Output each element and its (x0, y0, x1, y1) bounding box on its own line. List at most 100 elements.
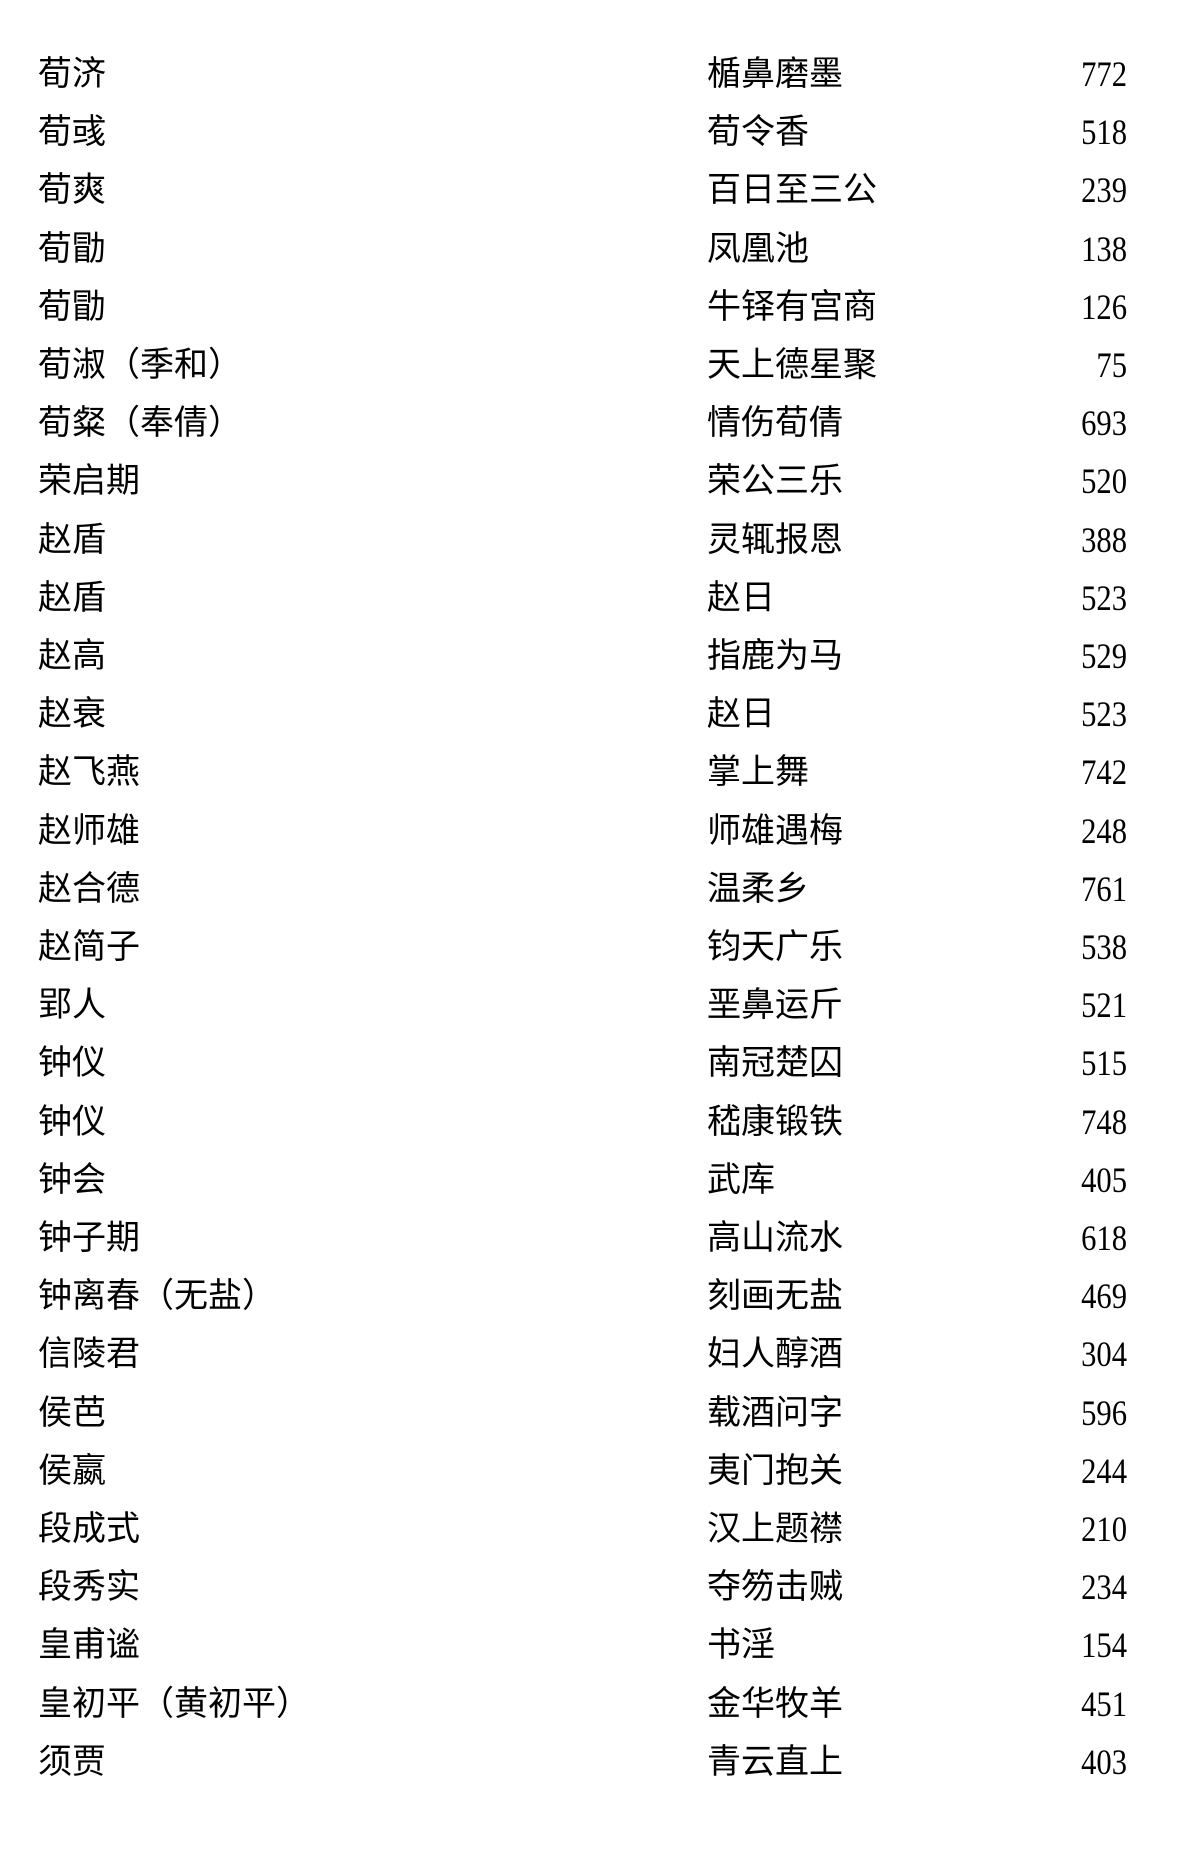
allusion-term: 南冠楚囚 (707, 1043, 843, 1084)
table-row: 荀勖 凤凰池 138 (0, 220, 1195, 278)
page-number: 244 (1081, 1450, 1127, 1491)
allusion-term: 灵辄报恩 (707, 519, 843, 560)
table-row: 荀淑（季和） 天上德星聚 75 (0, 336, 1195, 394)
page-number: 742 (1081, 752, 1127, 793)
page-number: 518 (1081, 112, 1127, 153)
page-number: 451 (1081, 1683, 1127, 1724)
page-number: 748 (1081, 1101, 1127, 1142)
allusion-term: 赵日 (707, 577, 775, 618)
page-number: 75 (1096, 345, 1127, 385)
page-number: 388 (1081, 519, 1127, 560)
page-number: 210 (1081, 1509, 1127, 1549)
table-row: 荀爽 百日至三公 239 (0, 161, 1195, 219)
table-row: 钟仪 嵇康锻铁 748 (0, 1093, 1195, 1151)
allusion-term: 武库 (707, 1159, 775, 1200)
person-name: 侯芭 (38, 1392, 106, 1433)
page-number: 772 (1081, 54, 1127, 94)
allusion-term: 凤凰池 (707, 228, 809, 269)
page-number: 154 (1081, 1625, 1127, 1666)
allusion-term: 金华牧羊 (707, 1683, 843, 1724)
table-row: 郢人 垩鼻运斤 521 (0, 976, 1195, 1034)
allusion-term: 荀令香 (707, 112, 809, 153)
allusion-term: 高山流水 (707, 1218, 843, 1258)
allusion-term: 刻画无盐 (707, 1276, 843, 1317)
table-row: 赵高 指鹿为马 529 (0, 627, 1195, 685)
page-number: 234 (1081, 1567, 1127, 1608)
allusion-term: 垩鼻运斤 (707, 985, 843, 1026)
page-number: 529 (1081, 636, 1127, 676)
person-name: 须贾 (38, 1741, 106, 1782)
allusion-term: 嵇康锻铁 (707, 1101, 843, 1142)
person-name: 钟子期 (38, 1218, 140, 1258)
page-number: 304 (1081, 1334, 1127, 1375)
table-row: 荀济 楯鼻磨墨 772 (0, 45, 1195, 103)
allusion-term: 指鹿为马 (707, 636, 843, 676)
table-row: 皇初平（黄初平） 金华牧羊 451 (0, 1675, 1195, 1733)
page-number: 693 (1081, 403, 1127, 444)
allusion-term: 情伤荀倩 (707, 403, 843, 444)
table-row: 赵衰 赵日 523 (0, 685, 1195, 743)
table-row: 荀彧 荀令香 518 (0, 103, 1195, 161)
page-number: 248 (1081, 810, 1127, 851)
page-number: 761 (1081, 868, 1127, 909)
person-name: 赵高 (38, 636, 106, 676)
person-name: 赵飞燕 (38, 752, 140, 793)
person-name: 荀淑（季和） (38, 345, 242, 385)
page-number: 521 (1081, 985, 1127, 1026)
page-number: 523 (1081, 577, 1127, 618)
person-name: 皇初平（黄初平） (38, 1683, 310, 1724)
person-name: 赵合德 (38, 868, 140, 909)
table-row: 赵盾 灵辄报恩 388 (0, 511, 1195, 569)
allusion-term: 掌上舞 (707, 752, 809, 793)
page-number: 523 (1081, 694, 1127, 735)
allusion-term: 荣公三乐 (707, 461, 843, 502)
person-name: 信陵君 (38, 1334, 140, 1375)
person-name: 荀彧 (38, 112, 106, 153)
table-row: 段成式 汉上题襟 210 (0, 1500, 1195, 1558)
person-name: 段秀实 (38, 1567, 140, 1608)
allusion-term: 钧天广乐 (707, 927, 843, 967)
person-name: 荣启期 (38, 461, 140, 502)
person-name: 钟仪 (38, 1101, 106, 1142)
table-row: 钟仪 南冠楚囚 515 (0, 1034, 1195, 1092)
person-name: 钟离春（无盐） (38, 1276, 276, 1317)
allusion-term: 书淫 (707, 1625, 775, 1666)
allusion-term: 赵日 (707, 694, 775, 735)
table-row: 赵盾 赵日 523 (0, 569, 1195, 627)
table-row: 荀勖 牛铎有宫商 126 (0, 278, 1195, 336)
person-name: 侯嬴 (38, 1450, 106, 1491)
person-name: 荀爽 (38, 170, 106, 211)
allusion-term: 夷门抱关 (707, 1450, 843, 1491)
table-row: 信陵君 妇人醇酒 304 (0, 1325, 1195, 1383)
page-number: 126 (1081, 286, 1127, 327)
allusion-term: 楯鼻磨墨 (707, 54, 843, 94)
person-name: 钟会 (38, 1159, 106, 1200)
person-name: 荀勖 (38, 228, 106, 269)
person-name: 荀粲（奉倩） (38, 403, 242, 444)
person-name: 赵衰 (38, 694, 106, 735)
allusion-term: 夺笏击贼 (707, 1567, 843, 1608)
page-number: 469 (1081, 1276, 1127, 1317)
table-row: 荣启期 荣公三乐 520 (0, 452, 1195, 510)
person-name: 赵简子 (38, 927, 140, 967)
allusion-term: 汉上题襟 (707, 1509, 843, 1549)
page-number: 138 (1081, 228, 1127, 269)
table-row: 侯嬴 夷门抱关 244 (0, 1442, 1195, 1500)
person-name: 皇甫谧 (38, 1625, 140, 1666)
table-row: 钟会 武库 405 (0, 1151, 1195, 1209)
allusion-term: 百日至三公 (707, 170, 877, 211)
allusion-term: 载酒问字 (707, 1392, 843, 1433)
table-row: 段秀实 夺笏击贼 234 (0, 1558, 1195, 1616)
table-row: 钟子期 高山流水 618 (0, 1209, 1195, 1267)
page-number: 515 (1081, 1043, 1127, 1084)
person-name: 荀勖 (38, 286, 106, 327)
page-number: 596 (1081, 1392, 1127, 1433)
allusion-term: 青云直上 (707, 1741, 843, 1782)
allusion-term: 天上德星聚 (707, 345, 877, 385)
table-row: 赵师雄 师雄遇梅 248 (0, 802, 1195, 860)
person-name: 段成式 (38, 1509, 140, 1549)
table-row: 皇甫谧 书淫 154 (0, 1616, 1195, 1674)
allusion-term: 牛铎有宫商 (707, 286, 877, 327)
page-number: 538 (1081, 927, 1127, 967)
person-name: 赵盾 (38, 519, 106, 560)
